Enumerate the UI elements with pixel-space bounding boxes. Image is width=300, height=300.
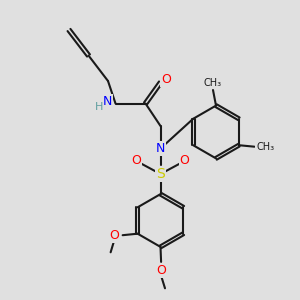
Text: N: N [102,94,112,108]
Text: CH₃: CH₃ [204,78,222,88]
Text: O: O [156,264,166,277]
Text: O: O [156,264,166,277]
Text: O: O [109,229,119,242]
Text: S: S [156,167,165,181]
Text: N: N [156,142,165,155]
Text: O: O [180,154,189,167]
Text: O: O [132,154,141,167]
Text: H: H [95,101,103,112]
Text: S: S [156,167,165,181]
Text: O: O [109,229,119,242]
Text: O: O [132,154,141,167]
Text: O: O [180,154,189,167]
Text: CH₃: CH₃ [256,142,274,152]
Text: O: O [161,73,171,86]
